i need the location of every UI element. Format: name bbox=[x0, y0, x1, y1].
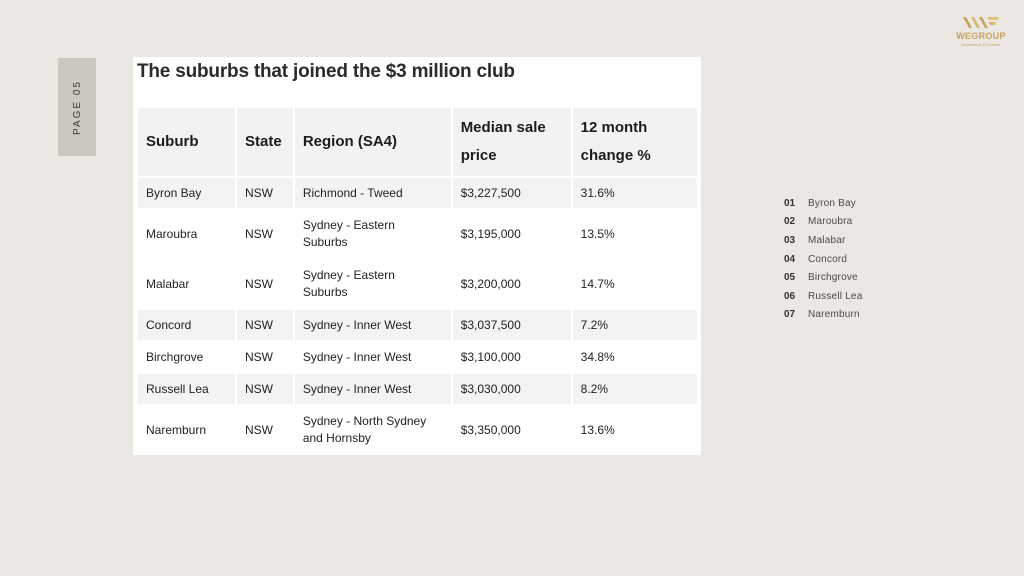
cell-region: Sydney - Inner West bbox=[294, 310, 451, 340]
list-item: 04 Concord bbox=[784, 250, 862, 269]
cell-region: Sydney - Eastern Suburbs bbox=[294, 260, 451, 308]
cell-price: $3,195,000 bbox=[452, 210, 571, 258]
index-name: Concord bbox=[808, 253, 848, 265]
cell-change: 13.5% bbox=[572, 210, 697, 258]
index-number: 07 bbox=[784, 309, 796, 321]
logo-tagline: Investment & Finance bbox=[961, 42, 1001, 47]
cell-state: NSW bbox=[236, 178, 293, 208]
list-item: 02 Maroubra bbox=[784, 213, 862, 232]
cell-region: Richmond - Tweed bbox=[294, 178, 451, 208]
table-row: Naremburn NSW Sydney - North Sydney and … bbox=[138, 406, 697, 454]
list-item: 05 Birchgrove bbox=[784, 268, 862, 287]
cell-region: Sydney - North Sydney and Hornsby bbox=[294, 406, 451, 454]
suburbs-table: Suburb State Region (SA4) Median sale pr… bbox=[136, 106, 699, 456]
table-row: Maroubra NSW Sydney - Eastern Suburbs $3… bbox=[138, 210, 697, 258]
list-item: 07 Naremburn bbox=[784, 306, 862, 325]
cell-change: 13.6% bbox=[572, 406, 697, 454]
table-row: Byron Bay NSW Richmond - Tweed $3,227,50… bbox=[138, 178, 697, 208]
cell-suburb: Byron Bay bbox=[138, 178, 235, 208]
suburb-index-list: 01 Byron Bay 02 Maroubra 03 Malabar 04 C… bbox=[784, 194, 862, 324]
index-number: 02 bbox=[784, 216, 796, 228]
cell-price: $3,030,000 bbox=[452, 374, 571, 404]
cell-price: $3,350,000 bbox=[452, 406, 571, 454]
cell-change: 14.7% bbox=[572, 260, 697, 308]
cell-change: 7.2% bbox=[572, 310, 697, 340]
cell-state: NSW bbox=[236, 310, 293, 340]
company-logo: WEGROUP Investment & Finance bbox=[948, 14, 1014, 47]
table-row: Birchgrove NSW Sydney - Inner West $3,10… bbox=[138, 342, 697, 372]
cell-price: $3,200,000 bbox=[452, 260, 571, 308]
table-row: Concord NSW Sydney - Inner West $3,037,5… bbox=[138, 310, 697, 340]
list-item: 03 Malabar bbox=[784, 231, 862, 250]
table-row: Russell Lea NSW Sydney - Inner West $3,0… bbox=[138, 374, 697, 404]
index-name: Byron Bay bbox=[808, 197, 856, 209]
header-median-price: Median sale price bbox=[452, 108, 571, 176]
page-title: The suburbs that joined the $3 million c… bbox=[137, 61, 515, 82]
index-number: 05 bbox=[784, 272, 796, 284]
index-number: 04 bbox=[784, 253, 796, 265]
table-panel: The suburbs that joined the $3 million c… bbox=[133, 57, 701, 455]
header-change: 12 month change % bbox=[572, 108, 697, 176]
cell-suburb: Maroubra bbox=[138, 210, 235, 258]
cell-suburb: Naremburn bbox=[138, 406, 235, 454]
cell-region: Sydney - Eastern Suburbs bbox=[294, 210, 451, 258]
table-row: Malabar NSW Sydney - Eastern Suburbs $3,… bbox=[138, 260, 697, 308]
cell-state: NSW bbox=[236, 406, 293, 454]
index-number: 01 bbox=[784, 197, 796, 209]
header-region: Region (SA4) bbox=[294, 108, 451, 176]
index-number: 06 bbox=[784, 290, 796, 302]
cell-price: $3,037,500 bbox=[452, 310, 571, 340]
cell-change: 31.6% bbox=[572, 178, 697, 208]
cell-price: $3,100,000 bbox=[452, 342, 571, 372]
cell-suburb: Birchgrove bbox=[138, 342, 235, 372]
list-item: 01 Byron Bay bbox=[784, 194, 862, 213]
index-name: Maroubra bbox=[808, 216, 853, 228]
cell-region: Sydney - Inner West bbox=[294, 342, 451, 372]
list-item: 06 Russell Lea bbox=[784, 287, 862, 306]
cell-change: 34.8% bbox=[572, 342, 697, 372]
index-name: Russell Lea bbox=[808, 290, 863, 302]
header-suburb: Suburb bbox=[138, 108, 235, 176]
page-number-tab: PAGE 05 bbox=[58, 58, 96, 156]
header-state: State bbox=[236, 108, 293, 176]
logo-mark-icon bbox=[963, 17, 999, 28]
index-name: Malabar bbox=[808, 234, 846, 246]
cell-state: NSW bbox=[236, 342, 293, 372]
cell-region: Sydney - Inner West bbox=[294, 374, 451, 404]
cell-suburb: Malabar bbox=[138, 260, 235, 308]
cell-state: NSW bbox=[236, 374, 293, 404]
cell-state: NSW bbox=[236, 260, 293, 308]
index-name: Naremburn bbox=[808, 309, 860, 321]
cell-state: NSW bbox=[236, 210, 293, 258]
cell-price: $3,227,500 bbox=[452, 178, 571, 208]
cell-suburb: Russell Lea bbox=[138, 374, 235, 404]
index-name: Birchgrove bbox=[808, 272, 858, 284]
table-header-row: Suburb State Region (SA4) Median sale pr… bbox=[138, 108, 697, 176]
logo-brand-text: WEGROUP bbox=[956, 31, 1006, 41]
cell-change: 8.2% bbox=[572, 374, 697, 404]
index-number: 03 bbox=[784, 234, 796, 246]
page-number-label: PAGE 05 bbox=[71, 79, 83, 135]
cell-suburb: Concord bbox=[138, 310, 235, 340]
